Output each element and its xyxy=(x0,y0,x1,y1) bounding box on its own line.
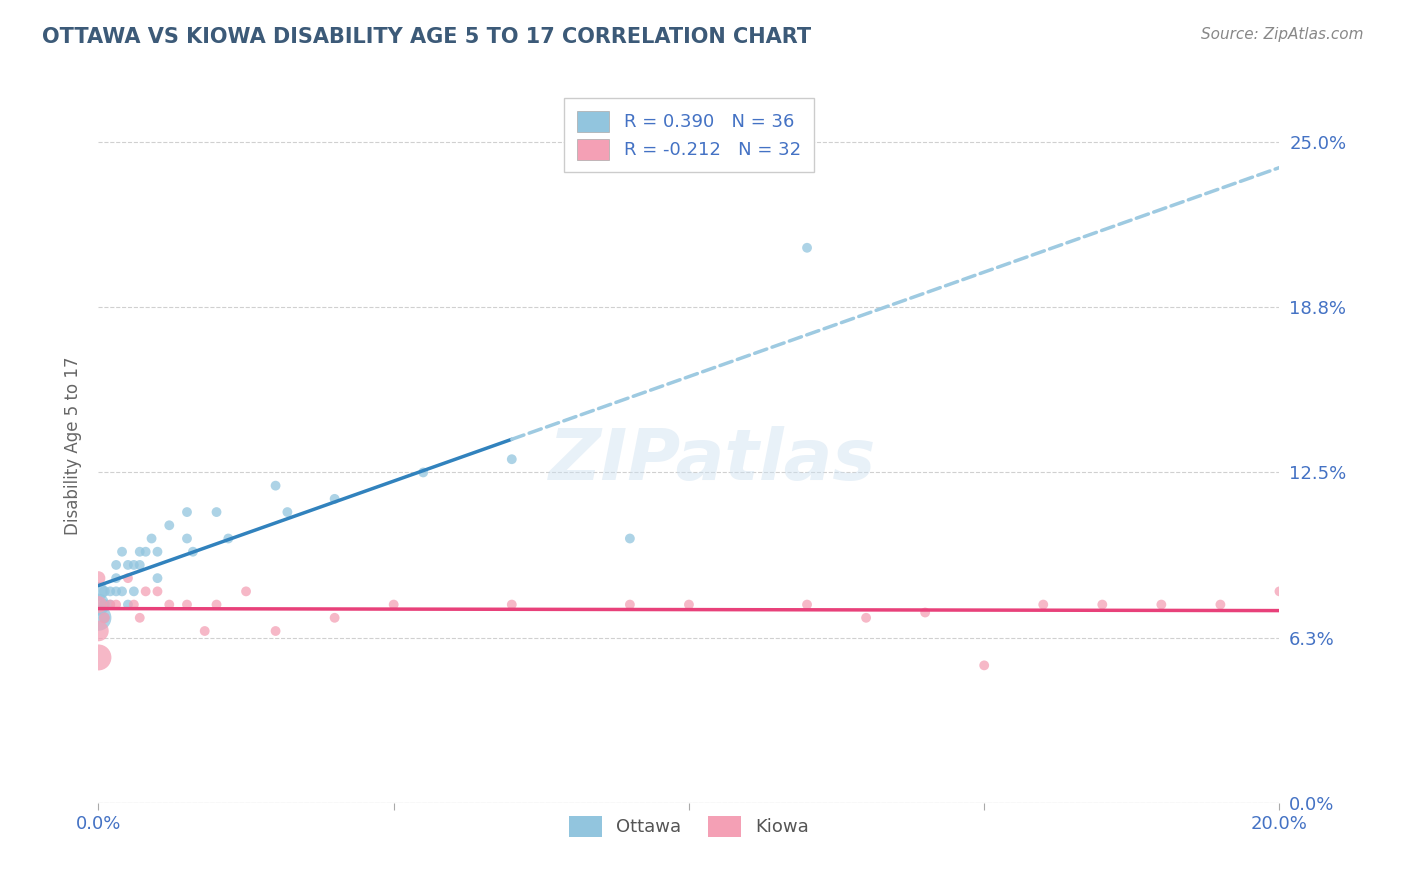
Point xyxy=(276,505,298,519)
Point xyxy=(264,478,287,492)
Point xyxy=(98,598,121,612)
Point xyxy=(619,532,641,546)
Legend: Ottawa, Kiowa: Ottawa, Kiowa xyxy=(562,808,815,844)
Point xyxy=(87,598,110,612)
Point xyxy=(146,545,169,559)
Point xyxy=(176,505,198,519)
Point xyxy=(176,532,198,546)
Point xyxy=(122,598,145,612)
Point xyxy=(141,532,163,546)
Point xyxy=(323,491,346,506)
Point xyxy=(973,658,995,673)
Point xyxy=(1091,598,1114,612)
Point xyxy=(87,611,110,625)
Point xyxy=(217,532,239,546)
Point xyxy=(87,650,110,665)
Point xyxy=(176,598,198,612)
Text: Source: ZipAtlas.com: Source: ZipAtlas.com xyxy=(1201,27,1364,42)
Point xyxy=(678,598,700,612)
Point xyxy=(157,598,180,612)
Point xyxy=(122,558,145,572)
Point xyxy=(98,584,121,599)
Point xyxy=(128,558,150,572)
Point xyxy=(122,584,145,599)
Point xyxy=(1032,598,1054,612)
Point xyxy=(128,611,150,625)
Point xyxy=(93,598,115,612)
Point xyxy=(1268,584,1291,599)
Point xyxy=(914,606,936,620)
Point xyxy=(87,624,110,638)
Point xyxy=(146,584,169,599)
Point xyxy=(93,611,115,625)
Point xyxy=(157,518,180,533)
Point xyxy=(105,571,128,585)
Point xyxy=(87,598,110,612)
Point xyxy=(194,624,217,638)
Point xyxy=(87,584,110,599)
Point xyxy=(146,571,169,585)
Point xyxy=(128,545,150,559)
Point xyxy=(1209,598,1232,612)
Point xyxy=(382,598,405,612)
Point xyxy=(796,598,818,612)
Point xyxy=(105,584,128,599)
Point xyxy=(501,452,523,467)
Point xyxy=(105,598,128,612)
Point xyxy=(412,466,434,480)
Point xyxy=(117,571,139,585)
Point xyxy=(235,584,257,599)
Point xyxy=(501,598,523,612)
Point xyxy=(205,505,228,519)
Point xyxy=(98,598,121,612)
Point xyxy=(205,598,228,612)
Point xyxy=(111,584,134,599)
Point xyxy=(105,558,128,572)
Text: ZIPatlas: ZIPatlas xyxy=(548,425,876,495)
Point xyxy=(264,624,287,638)
Point xyxy=(181,545,204,559)
Point xyxy=(855,611,877,625)
Point xyxy=(1150,598,1173,612)
Point xyxy=(619,598,641,612)
Point xyxy=(796,241,818,255)
Point xyxy=(117,558,139,572)
Point xyxy=(93,584,115,599)
Point xyxy=(135,584,157,599)
Point xyxy=(117,598,139,612)
Text: OTTAWA VS KIOWA DISABILITY AGE 5 TO 17 CORRELATION CHART: OTTAWA VS KIOWA DISABILITY AGE 5 TO 17 C… xyxy=(42,27,811,46)
Point xyxy=(135,545,157,559)
Y-axis label: Disability Age 5 to 17: Disability Age 5 to 17 xyxy=(65,357,83,535)
Point xyxy=(87,571,110,585)
Point xyxy=(111,545,134,559)
Point xyxy=(323,611,346,625)
Point xyxy=(93,611,115,625)
